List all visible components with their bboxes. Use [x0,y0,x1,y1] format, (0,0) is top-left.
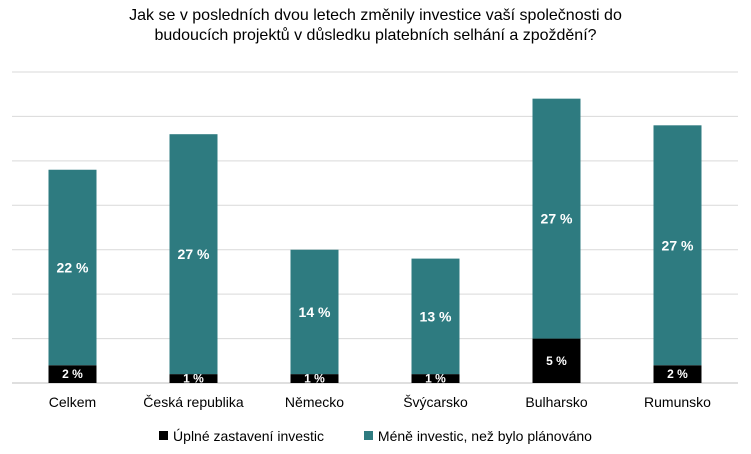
data-label-less-investment: 13 % [420,308,452,324]
bar-segment-full-stop [290,374,339,383]
legend: Úplné zastavení investic Méně investic, … [0,427,751,444]
data-label-less-investment: 27 % [178,246,210,262]
category-label: Švýcarsko [403,394,468,410]
legend-item-less-investment: Méně investic, než bylo plánováno [363,427,592,444]
legend-swatch-less-investment [363,431,373,440]
category-label: Celkem [49,394,96,410]
chart-title-line-2: budoucích projektů v důsledku platebních… [154,27,597,44]
data-label-less-investment: 27 % [541,211,573,227]
data-label-full-stop: 1 % [304,372,325,386]
bar-segment-full-stop [532,338,581,383]
data-label-full-stop: 5 % [546,354,567,368]
category-label: Česká republika [143,394,244,410]
data-label-less-investment: 22 % [57,259,89,275]
bar-chart: 2 % 22 % Celkem 1 % 27 % Česká republika 1 % 14… [12,71,738,410]
legend-label-full-stop: Úplné zastavení investic [173,427,325,444]
chart-title-line-1: Jak se v posledních dvou letech změnily … [129,7,622,24]
bar-segment-less-investment [653,125,702,366]
bar-segment-full-stop [169,374,218,383]
category-label: Německo [285,394,344,410]
bar-segment-less-investment [411,258,460,375]
bar-segment-full-stop [411,374,460,383]
data-label-full-stop: 2 % [667,367,688,381]
legend-swatch-full-stop [159,431,169,440]
bar-segment-less-investment [532,98,581,339]
category-label: Bulharsko [525,394,587,410]
data-label-less-investment: 27 % [662,237,694,253]
data-label-full-stop: 1 % [425,372,446,386]
legend-label-less-investment: Méně investic, než bylo plánováno [377,427,592,444]
data-label-full-stop: 1 % [183,372,204,386]
chart-title: Jak se v posledních dvou letech změnily … [0,6,751,46]
data-label-less-investment: 14 % [299,304,331,320]
bar-segment-less-investment [169,134,218,375]
legend-item-full-stop: Úplné zastavení investic [159,428,324,444]
bar-segment-full-stop [653,365,702,383]
bar-segment-full-stop [48,365,97,383]
category-label: Rumunsko [644,394,711,410]
data-label-full-stop: 2 % [62,367,83,381]
bar-segment-less-investment [290,249,339,375]
bar-segment-less-investment [48,169,97,366]
